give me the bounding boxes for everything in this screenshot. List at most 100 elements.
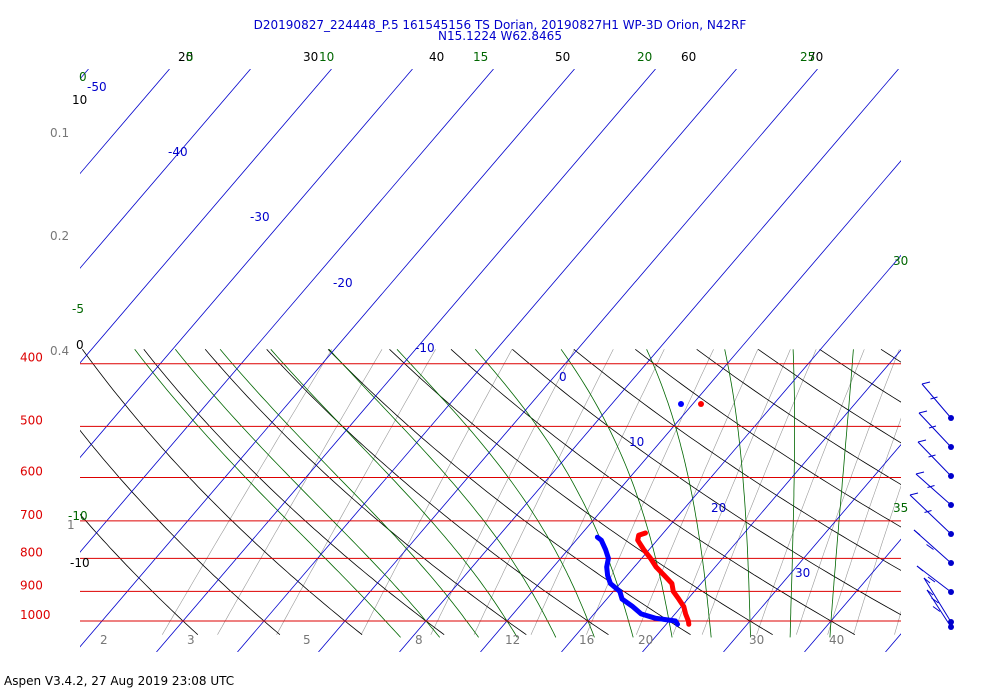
dry-adiabat-label: 70	[808, 50, 823, 64]
isotherm-line	[156, 69, 656, 652]
mixing-ratio-line	[586, 349, 714, 635]
moist-adiabat-line	[646, 349, 712, 638]
mixing-ratio-label: 5	[303, 633, 311, 647]
pressure-tick-label: 900	[20, 578, 43, 592]
wind-barb-station	[948, 502, 954, 508]
dewpoint-point	[599, 538, 604, 543]
dry-adiabat-line	[204, 349, 527, 636]
isobars	[80, 363, 901, 622]
moist-adiabat-label: 25	[800, 50, 815, 64]
mixing-ratio-label: 40	[829, 633, 844, 647]
isotherm-line	[804, 538, 901, 652]
wind-barb-staff	[926, 589, 952, 628]
dewpoint-point	[603, 547, 608, 552]
wind-barb-station	[948, 624, 954, 630]
dewpoint-point	[675, 622, 680, 627]
dewpoint-trace	[594, 534, 680, 627]
isotherm-label: 0	[559, 370, 567, 384]
moist-adiabat-label: 5	[186, 50, 194, 64]
wind-barb-feather	[921, 381, 931, 385]
dry-adiabat-label: 30	[303, 50, 318, 64]
pressure-tick-label: 600	[20, 465, 43, 479]
dry-adiabat-line	[512, 348, 901, 616]
dewpoint-point	[653, 615, 658, 621]
moist-adiabat-label: 30	[893, 254, 908, 268]
dewpoint-point	[673, 618, 678, 624]
dry-adiabat-line	[757, 348, 901, 444]
wind-barb-station	[948, 415, 954, 421]
mixing-ratio-label: 0.1	[50, 126, 69, 140]
mixing-ratio-line	[217, 349, 383, 635]
moist-adiabat-line	[474, 349, 634, 638]
mixing-ratio-line	[701, 349, 817, 635]
wind-barb-station	[948, 473, 954, 479]
mixing-ratio-line	[672, 349, 791, 635]
mixing-ratio-label: 0.4	[50, 344, 69, 358]
dry-adiabat-line	[389, 349, 773, 636]
mixing-ratio-line	[162, 349, 333, 635]
dry-adiabat-line	[573, 348, 901, 571]
moist-adiabat-line	[560, 349, 673, 638]
dry-adiabat-line	[450, 349, 856, 636]
mixing-ratio-label: 20	[638, 633, 653, 647]
wind-barb-station	[948, 589, 954, 595]
wind-barb-staff	[913, 529, 952, 564]
isotherm-line	[80, 69, 494, 553]
dewpoint-point	[606, 556, 611, 561]
moist-adiabat-label: 35	[893, 501, 908, 515]
temperature-point	[636, 533, 641, 538]
wind-barb-station	[948, 444, 954, 450]
temperature-point	[683, 611, 688, 617]
wind-barbs	[909, 381, 954, 630]
moist-adiabat-line	[396, 349, 595, 638]
mixing-ratio-line	[636, 349, 759, 635]
temperature-point	[669, 581, 675, 586]
temperature-trace	[635, 530, 692, 627]
mixing-ratio-line	[530, 349, 665, 635]
pressure-tick-label: 400	[20, 351, 43, 365]
dewpoint-point	[617, 589, 623, 594]
dry-adiabat-line	[635, 348, 901, 528]
dewpoint-point	[604, 564, 609, 570]
mixing-ratio-line	[853, 485, 901, 635]
isotherm-line	[80, 69, 413, 459]
title-line-2: N15.1224 W62.8465	[438, 29, 562, 43]
moist-adiabat-label: 20	[637, 50, 652, 64]
mixing-ratio-line	[894, 610, 901, 635]
moist-adiabat-line	[270, 349, 518, 638]
wind-barb-feather	[928, 425, 937, 429]
mixing-ratio-line	[276, 349, 436, 635]
moist-adiabat-line	[134, 349, 401, 638]
dry-adiabat-label: 60	[681, 50, 696, 64]
wind-barb-feather	[915, 471, 925, 475]
mixing-ratio-lines	[162, 349, 901, 635]
dry-adiabat-label: 50	[555, 50, 570, 64]
isotherm-line	[80, 69, 332, 364]
wind-barb-feather	[918, 410, 928, 414]
isotherm-line	[723, 443, 901, 652]
dewpoint-point	[630, 604, 635, 609]
mixing-ratio-line	[796, 349, 900, 635]
mixing-ratio-line	[827, 417, 901, 635]
mixing-ratio-label: 1	[67, 518, 75, 532]
temperature-point	[686, 622, 692, 627]
moist-adiabat-line	[219, 349, 479, 638]
moist-adiabat-label: 10	[319, 50, 334, 64]
wind-barb-staff	[909, 494, 952, 535]
isotherms	[80, 69, 901, 652]
wind-barb-staff	[917, 441, 952, 477]
wind-barb-station	[948, 619, 954, 625]
isotherm-label: -40	[168, 145, 188, 159]
dry-adiabat-line	[80, 513, 199, 635]
pressure-tick-label: 500	[20, 413, 43, 427]
wind-barb-staff	[923, 577, 952, 623]
dry-adiabat-label: 20	[178, 50, 193, 64]
isotherm-line	[318, 69, 818, 652]
dewpoint-point	[638, 611, 644, 617]
moist-adiabats	[134, 349, 854, 638]
wind-barb-feather	[926, 589, 934, 596]
dry-adiabat-line	[327, 349, 691, 636]
temperature-point	[635, 538, 640, 543]
isotherm-label: 10	[629, 435, 644, 449]
